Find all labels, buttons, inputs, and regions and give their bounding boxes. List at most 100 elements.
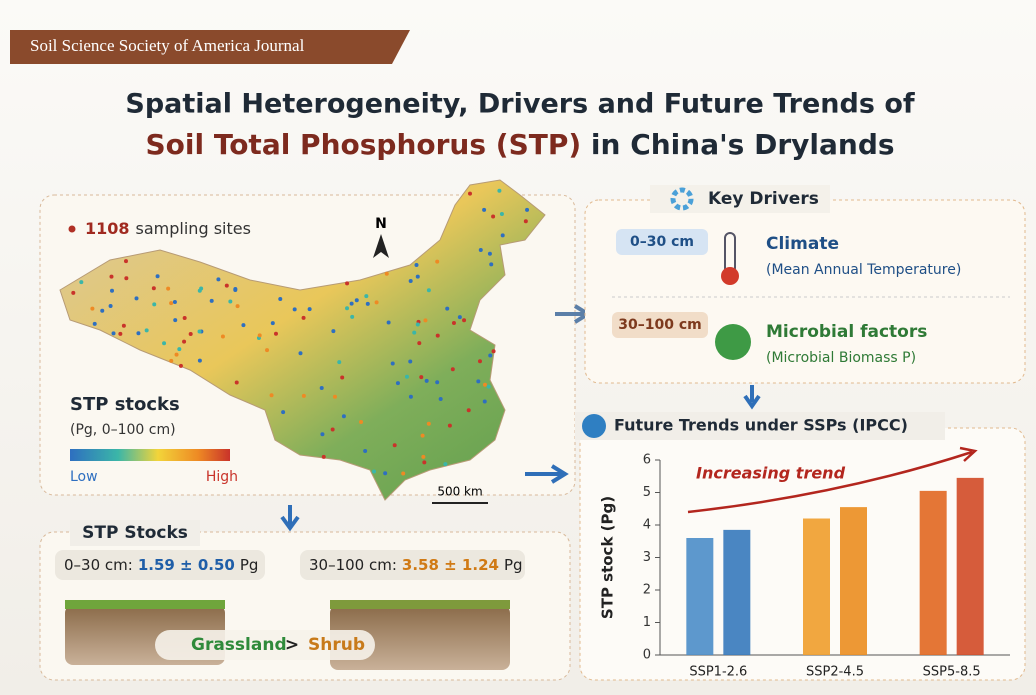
site-dot [420, 433, 425, 438]
title-line2: Soil Total Phosphorus (STP) in China's D… [145, 128, 894, 161]
site-dot [209, 298, 214, 303]
site-dot [435, 333, 440, 338]
site-dot [152, 302, 157, 307]
y-tick-label: 3 [643, 550, 651, 565]
site-dot [491, 214, 496, 219]
site-dot [426, 421, 431, 426]
arrow [280, 505, 300, 532]
y-tick-label: 6 [643, 453, 651, 468]
site-dot [404, 374, 409, 379]
legend-high: High [206, 469, 238, 485]
site-dot [466, 408, 471, 413]
site-dot [462, 318, 467, 323]
annotation: Increasing trend [696, 464, 846, 483]
detail: (Microbial Biomass P) [766, 350, 916, 366]
site-dot [234, 380, 239, 385]
site-dot [374, 300, 379, 305]
site-dot [197, 329, 202, 334]
site-dot [415, 322, 420, 327]
site-dot [124, 276, 129, 281]
site-dot [228, 299, 233, 304]
site-dot [395, 381, 400, 386]
bar [803, 518, 830, 655]
site-dot [301, 315, 306, 320]
site-dot [499, 211, 504, 216]
site-dot [136, 331, 141, 336]
site-dot [144, 328, 149, 333]
future-title: Future Trends under SSPs (IPCC) [614, 416, 908, 435]
site-dot [372, 469, 377, 474]
site-dot [415, 274, 420, 279]
site-dot [482, 399, 487, 404]
site-dot [392, 443, 397, 448]
site-dot [273, 331, 278, 336]
site-dot [421, 454, 426, 459]
site-dot [488, 353, 493, 358]
site-dot [182, 339, 187, 344]
site-dot [269, 393, 274, 398]
site-dot [330, 427, 335, 432]
site-dot [435, 380, 440, 385]
journal-ribbon [10, 30, 410, 64]
site-dot [278, 297, 283, 302]
bar-chart: 0 1 2 3 4 5 6 STP stock (Pg) Increasing trend SSP… [599, 453, 1010, 680]
site-dot [383, 471, 388, 476]
x-tick-label: SSP2-4.5 [806, 665, 864, 680]
site-dot [417, 341, 422, 346]
site-dot [292, 307, 297, 312]
site-dot [414, 263, 419, 268]
site-dot [340, 375, 345, 380]
stock-unit: Pg [240, 556, 259, 574]
globe-icon [582, 414, 606, 438]
site-dot [445, 306, 450, 311]
site-dot [197, 288, 202, 293]
depth-tag [612, 312, 708, 338]
y-tick-label: 0 [643, 648, 651, 663]
site-dot [345, 281, 350, 286]
site-dot [177, 347, 182, 352]
x-tick-label: SSP1-2.6 [689, 665, 747, 680]
site-dot [384, 271, 389, 276]
site-dot [118, 331, 123, 336]
factor: Climate [766, 234, 839, 254]
site-dot [233, 287, 238, 292]
y-tick-label: 1 [643, 615, 651, 630]
site-dot [408, 394, 413, 399]
site-dot [92, 321, 97, 326]
site-dot [491, 349, 496, 354]
site-dot [426, 288, 431, 293]
site-dot [321, 454, 326, 459]
site-dot [224, 283, 229, 288]
site-dot [450, 367, 455, 372]
y-tick-label: 4 [643, 518, 651, 533]
detail: (Mean Annual Temperature) [766, 262, 961, 278]
microbe-icon [715, 324, 751, 360]
depth-tag [616, 229, 708, 255]
depth: 0–30 cm [630, 234, 694, 250]
stocks-title: STP Stocks [82, 523, 188, 543]
site-dot [482, 207, 487, 212]
y-axis-label: STP stock (Pg) [599, 496, 617, 619]
bar [723, 529, 751, 655]
site-dot [341, 414, 346, 419]
site-dot [281, 410, 286, 415]
site-dot [162, 341, 167, 346]
site-dot [486, 384, 491, 389]
site-dot [422, 460, 427, 465]
site-dot [390, 361, 395, 366]
title-rest: in China's Drylands [581, 128, 894, 161]
site-dot [447, 423, 452, 428]
soil-block [330, 605, 510, 670]
bar [840, 507, 867, 655]
site-dot [435, 259, 440, 264]
site-dot [216, 277, 221, 282]
site-dot [182, 315, 187, 320]
site-dot [408, 278, 413, 283]
site-dot [166, 286, 171, 291]
stock-value: 1.59 ± 0.50 [138, 556, 235, 574]
site-dot [482, 382, 487, 387]
site-label: sampling sites [136, 219, 251, 238]
stock: 30–100 cm: 3.58 ± 1.24 Pg [309, 556, 523, 574]
site-dot [401, 471, 406, 476]
arrow [743, 385, 761, 410]
